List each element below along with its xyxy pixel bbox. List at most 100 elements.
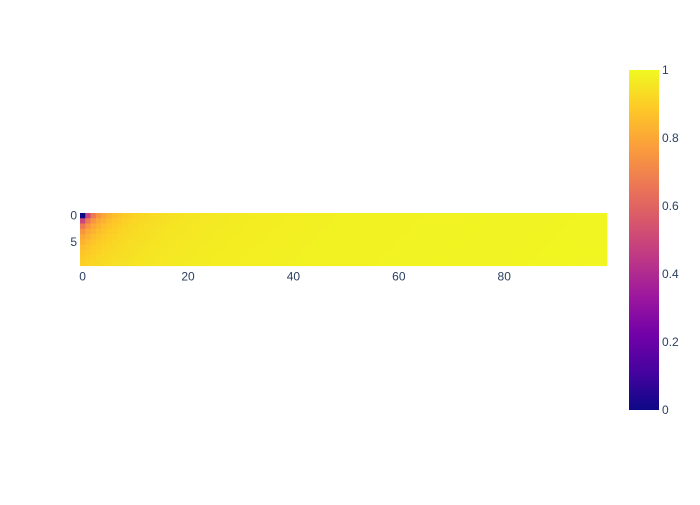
heatmap-cell — [506, 239, 513, 246]
heatmap-cell — [343, 213, 350, 219]
heatmap-cell — [527, 249, 534, 256]
heatmap-cell — [269, 239, 276, 246]
heatmap-cell — [148, 239, 155, 246]
heatmap-cell — [475, 255, 481, 261]
heatmap-cell — [285, 255, 292, 261]
heatmap-cell — [406, 244, 413, 251]
heatmap-cell — [332, 244, 339, 251]
heatmap-cell — [217, 255, 223, 261]
heatmap-cell — [280, 228, 286, 235]
heatmap-cell — [111, 239, 118, 246]
heatmap-cell — [227, 213, 234, 219]
heatmap-cell — [269, 255, 276, 261]
heatmap-cell — [443, 223, 450, 230]
heatmap-cell — [517, 228, 524, 235]
heatmap-cell — [396, 228, 402, 235]
heatmap-cell — [401, 249, 408, 256]
heatmap-cell — [85, 244, 91, 251]
heatmap-cell — [285, 218, 292, 224]
heatmap-cell — [364, 260, 371, 267]
heatmap-cell — [127, 239, 134, 246]
heatmap-cell — [527, 244, 534, 251]
heatmap-cell — [596, 234, 603, 240]
heatmap-cell — [243, 260, 250, 267]
heatmap-cell — [585, 249, 592, 256]
heatmap-cell — [90, 223, 97, 230]
heatmap-cell — [238, 239, 244, 246]
heatmap-cell — [195, 223, 202, 230]
heatmap-cell — [559, 228, 566, 235]
heatmap-cell — [201, 260, 207, 267]
heatmap-cell — [116, 213, 123, 219]
heatmap-cell — [585, 228, 592, 235]
heatmap-cell — [501, 239, 508, 246]
heatmap-cell — [443, 234, 450, 240]
x-tick-label: 20 — [181, 270, 195, 284]
heatmap-cell — [538, 239, 545, 246]
heatmap-cell — [570, 223, 576, 230]
heatmap-cell — [106, 223, 113, 230]
heatmap-cell — [564, 255, 571, 261]
heatmap-cell — [512, 244, 518, 251]
heatmap-cell — [543, 255, 550, 261]
heatmap-cell — [570, 228, 576, 235]
heatmap-cell — [412, 260, 418, 267]
heatmap-cell — [164, 218, 170, 224]
heatmap-cell — [211, 234, 218, 240]
heatmap-cell — [280, 255, 286, 261]
heatmap-cell — [301, 228, 308, 235]
heatmap-cell — [554, 260, 560, 267]
heatmap-cell — [322, 260, 329, 267]
heatmap-cell — [369, 249, 376, 256]
heatmap-cell — [475, 228, 481, 235]
heatmap-cell — [570, 255, 576, 261]
heatmap-cell — [564, 223, 571, 230]
heatmap-cell — [522, 249, 529, 256]
heatmap-cell — [448, 228, 455, 235]
y-tick-label: 5 — [70, 235, 77, 249]
heatmap-cell — [253, 244, 260, 251]
heatmap-cell — [132, 249, 139, 256]
heatmap-cell — [127, 249, 134, 256]
heatmap-cell — [433, 218, 439, 224]
heatmap-cell — [90, 239, 97, 246]
heatmap-cell — [512, 223, 518, 230]
heatmap-cell — [211, 239, 218, 246]
heatmap-cell — [232, 213, 239, 219]
heatmap-cell — [375, 213, 381, 219]
heatmap-cell — [285, 239, 292, 246]
heatmap-cell — [469, 213, 476, 219]
heatmap-cell — [480, 249, 487, 256]
heatmap-cell — [322, 234, 329, 240]
heatmap-cell — [464, 255, 471, 261]
heatmap-cell — [343, 228, 350, 235]
heatmap-cell — [101, 239, 107, 246]
heatmap-cell — [575, 234, 582, 240]
y-axis: 05 — [70, 209, 77, 249]
heatmap-cell — [475, 218, 481, 224]
heatmap-cell — [475, 213, 481, 219]
heatmap-cell — [238, 223, 244, 230]
heatmap-cell — [185, 260, 192, 267]
heatmap-cell — [512, 260, 518, 267]
heatmap-cell — [164, 223, 170, 230]
heatmap-cell — [132, 255, 139, 261]
heatmap-cell — [570, 260, 576, 267]
heatmap-cell — [169, 234, 176, 240]
heatmap-cell — [148, 255, 155, 261]
heatmap-cell — [580, 228, 587, 235]
heatmap-cell — [180, 213, 186, 219]
heatmap-cell — [443, 218, 450, 224]
heatmap-cell — [159, 228, 165, 235]
heatmap-cell — [169, 223, 176, 230]
heatmap-cell — [185, 239, 192, 246]
heatmap-cell — [591, 239, 597, 246]
heatmap-cell — [132, 218, 139, 224]
heatmap-cell — [106, 234, 113, 240]
heatmap-cell — [317, 218, 323, 224]
heatmap-cell — [390, 218, 397, 224]
heatmap-cell — [190, 228, 197, 235]
heatmap-cell — [290, 239, 297, 246]
x-tick-label: 0 — [79, 270, 86, 284]
